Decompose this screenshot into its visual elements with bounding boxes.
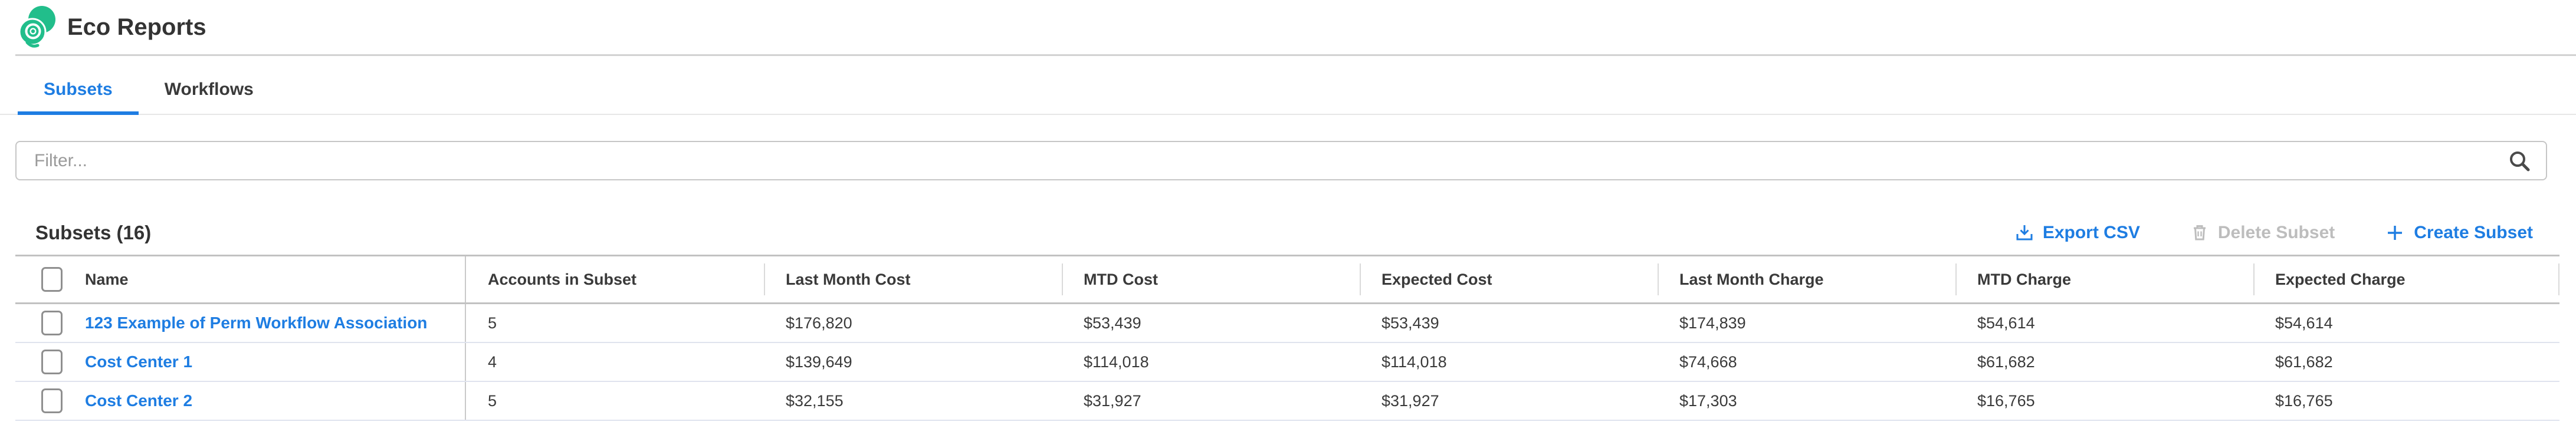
plus-icon [2388, 226, 2403, 240]
page-title: Eco Reports [67, 14, 206, 40]
row-name-cell: 123 Example of Perm Workflow Association [15, 304, 466, 342]
filter-input[interactable] [15, 141, 2547, 180]
row-name-cell: Cost Center 1 [15, 343, 466, 381]
row-name-cell: Cost Center 2 [15, 382, 466, 420]
create-subset-label: Create Subset [2414, 223, 2533, 242]
tab-workflows[interactable]: Workflows [164, 80, 254, 99]
subset-name-link[interactable]: Cost Center 2 [85, 391, 193, 410]
header-cell-mtd-charge: MTD Charge [1955, 256, 2253, 302]
header-divider [15, 54, 2576, 56]
last-month-charge-cell: $174,839 [1679, 314, 1746, 332]
expected-cost-cell: $31,927 [1381, 391, 1439, 410]
header-cell-expected-charge: Expected Charge [2253, 256, 2559, 302]
tab-subsets[interactable]: Subsets [18, 56, 139, 115]
header-cell-accounts: Accounts in Subset [488, 270, 637, 288]
header-cell-last-month-cost: Last Month Cost [764, 256, 1062, 302]
subset-name-link[interactable]: 123 Example of Perm Workflow Association [85, 314, 428, 332]
expected-cost-cell: $114,018 [1381, 352, 1447, 371]
select-all-checkbox[interactable] [41, 267, 63, 292]
toolbar-actions: Export CSV Delete Subset Create Subset [2014, 222, 2533, 243]
table-header-row: Name Accounts in Subset Last Month Cost … [15, 256, 2559, 304]
mtd-cost-cell: $53,439 [1084, 314, 1141, 332]
trash-icon [2193, 225, 2206, 240]
subsets-toolbar: Subsets (16) Export CSV Delete Subset Cr [35, 222, 2533, 244]
table-row: Cost Center 1 4 $139,649 $114,018 $114,0… [15, 343, 2559, 382]
expected-cost-cell: $53,439 [1381, 314, 1439, 332]
row-checkbox[interactable] [41, 311, 63, 335]
export-csv-label: Export CSV [2042, 223, 2140, 242]
table-row: Cost Center 2 5 $32,155 $31,927 $31,927 … [15, 382, 2559, 421]
mtd-charge-cell: $61,682 [1977, 352, 2035, 371]
accounts-cell: 4 [488, 352, 497, 371]
subsets-table: Name Accounts in Subset Last Month Cost … [15, 255, 2559, 421]
download-icon [2016, 225, 2033, 240]
accounts-cell: 5 [488, 391, 497, 410]
table-row: 123 Example of Perm Workflow Association… [15, 304, 2559, 343]
export-csv-button[interactable]: Export CSV [2014, 223, 2140, 243]
expected-charge-cell: $54,614 [2275, 314, 2333, 332]
subset-name-link[interactable]: Cost Center 1 [85, 352, 193, 371]
last-month-cost-cell: $32,155 [786, 391, 844, 410]
expected-charge-cell: $61,682 [2275, 352, 2333, 371]
section-title: Subsets (16) [35, 222, 152, 243]
mtd-charge-cell: $16,765 [1977, 391, 2035, 410]
header-cell-last-month-charge: Last Month Charge [1658, 256, 1955, 302]
last-month-cost-cell: $139,649 [786, 352, 852, 371]
column-header-name: Name [85, 270, 129, 288]
search-icon [2507, 149, 2532, 173]
mtd-cost-cell: $114,018 [1084, 352, 1149, 371]
last-month-charge-cell: $17,303 [1679, 391, 1737, 410]
header-cell-name: Name [15, 256, 466, 302]
accounts-cell: 5 [488, 314, 497, 332]
app-header: Eco Reports [0, 0, 2576, 54]
delete-subset-button[interactable]: Delete Subset [2190, 223, 2335, 243]
mtd-charge-cell: $54,614 [1977, 314, 2035, 332]
row-checkbox[interactable] [41, 350, 63, 374]
tab-bar: Subsets Workflows [0, 56, 2576, 115]
filter-container [15, 141, 2547, 180]
last-month-cost-cell: $176,820 [786, 314, 852, 332]
header-cell-mtd-cost: MTD Cost [1062, 256, 1360, 302]
delete-subset-label: Delete Subset [2217, 223, 2335, 242]
eco-logo-icon [18, 6, 55, 48]
create-subset-button[interactable]: Create Subset [2384, 222, 2533, 243]
row-checkbox[interactable] [41, 388, 63, 413]
mtd-cost-cell: $31,927 [1084, 391, 1141, 410]
expected-charge-cell: $16,765 [2275, 391, 2333, 410]
header-cell-expected-cost: Expected Cost [1360, 256, 1658, 302]
last-month-charge-cell: $74,668 [1679, 352, 1737, 371]
